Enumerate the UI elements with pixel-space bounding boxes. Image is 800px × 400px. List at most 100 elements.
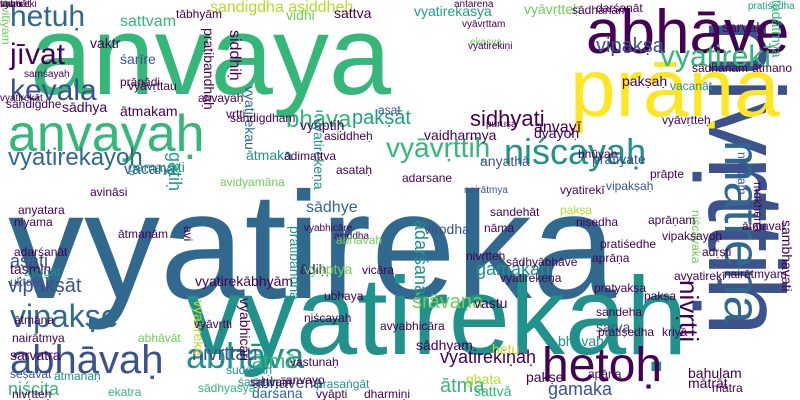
word-vyavrttau-115: vyāvṛttau (128, 79, 177, 93)
word-paksa-141: pakṣa (644, 289, 677, 303)
word-tadatmya-109: tadātmya (769, 0, 785, 58)
word-vipaksah-79: vipakṣaḥ (606, 179, 654, 193)
word-nivrttau-30: nivṛttau (192, 343, 258, 365)
word-sadhyam-151: sādhyam (416, 337, 473, 353)
word-atmano-175: ātmano (752, 61, 793, 75)
word-vaktr-97: vaktr (90, 35, 121, 51)
word-avidyamana-130: avidyamāna (220, 175, 285, 189)
word-matra-138: mātra (712, 381, 743, 395)
word-tasmin-56: tasmin (10, 261, 52, 277)
word-nivrtteh-166: nivṛtteḥ (466, 249, 506, 263)
word-vyaptya-94: vyāptya (304, 261, 353, 277)
word-nairatmyam-136: nairātmyam (724, 267, 787, 281)
word-asat-90: asat (378, 103, 401, 117)
word-uktah-57: uktaḥ (10, 275, 40, 289)
word-niscayah-160: niścayaḥ (304, 311, 352, 325)
word-anvayah-123: anvayaḥ (198, 91, 244, 105)
word-asiddheh-162: asiddheḥ (324, 129, 373, 143)
word-sidhyati-20: sidhyati (470, 106, 545, 131)
word-ayogat-103: ayogāt (24, 265, 61, 279)
word-ekatra-80: ekatra (108, 385, 142, 399)
word-hetu-44: hetu (492, 341, 520, 357)
word-vyatirekena-170: vyatirekeṇa (500, 271, 562, 285)
word-avi-68: avi (181, 226, 195, 242)
word-pratisedha-153: pratiṣedha (598, 325, 655, 339)
word-vyapti-161: vyāpti (316, 387, 348, 400)
word-adih-70: ādiḥ (300, 261, 327, 277)
word-adimattva-127: ādimattva (284, 149, 337, 163)
word-sattvam-159: sattvaṃ (250, 375, 293, 389)
word-vyatireki-11: vyatirekī (660, 40, 772, 73)
word-vyatirekayoh-21: vyatirekayoḥ (8, 144, 143, 171)
word-matrat-108: mātrāt (688, 375, 728, 391)
word-sattva-81: sattvā (474, 383, 512, 399)
word-avyatireki-148: avyatirekī (674, 269, 726, 283)
word-nisedha-174: niṣedha (576, 215, 619, 229)
word-vyatireki-146: vyatirekī (560, 183, 605, 197)
word-anvaya-1: anvaya (30, 0, 392, 118)
word-pakse-46: pakṣe (526, 369, 564, 385)
word-vyavrttih-17: vyāvṛttiḥ (386, 132, 491, 163)
word-sandeha-152: sandeha (596, 305, 643, 319)
word-vyaptih-86: vyāptiḥ (300, 117, 345, 133)
word-aprana-143: aprāṇa (592, 251, 630, 265)
word-abhava-16: abhāva (186, 335, 305, 376)
word-sadhanam-112: sādhanam (572, 3, 629, 17)
word-vyatireka-0: vyatireka (8, 161, 617, 331)
word-vipaksat-25: vipakṣāt (8, 275, 82, 297)
word-anvayo-168: anvayo (286, 373, 325, 387)
word-vyavrttam-114: vyāvṛttam (462, 19, 506, 30)
word-vyabhicare-164: vyabhicāre (304, 223, 353, 234)
word-saha-117: saha (0, 0, 22, 10)
word-niscayah-10: niścayaḥ (504, 131, 647, 172)
word-paksat-23: pakṣāt (352, 107, 411, 129)
word-pratisedhe-142: pratiśedhe (600, 237, 657, 251)
word-kriya-145: kriyā (662, 325, 688, 339)
word-abhave-5: abhāve (586, 0, 790, 67)
word-abhavah-8: abhāvaḥ (10, 338, 164, 382)
word-prana-4: prāṇa (570, 43, 780, 134)
word-atmaka-67: ātmaka (246, 147, 292, 163)
word-tasmat-176: tasmāt (0, 0, 31, 10)
word-ghata-45: ghaṭa (466, 371, 502, 387)
word-bhava-22: bhāva (286, 106, 352, 133)
word-vacana-62: vacana (124, 161, 176, 178)
word-vipaksayoh-147: vipakṣayoḥ (662, 229, 723, 243)
word-bhuyah-137: bhūyaḥ (578, 147, 618, 161)
word-vyatirekabhyam-29: vyatirekābhyām (195, 273, 294, 289)
word-sariram-60: śarīram (238, 375, 279, 389)
word-nivrttam-134: nivṛttam (735, 152, 749, 195)
word-adarsane-163: adarsane (402, 171, 453, 185)
word-darsana-53: darśana (252, 385, 303, 400)
word-vicara-157: vicāra (362, 263, 395, 277)
word-avyabhicara-158: avyabhicāra (380, 319, 445, 333)
word-vipaksa-24: vipakṣa (596, 35, 664, 57)
word-ekasya-91: ekasya (470, 37, 502, 48)
word-niyama-102: niyama (14, 215, 53, 229)
word-prapte-124: prāpte (650, 167, 685, 181)
word-atmavat-169: ātmavat (742, 219, 785, 233)
word-pranadi-118: prāṇādi (120, 75, 161, 89)
word-sandigdhe-100: sandigdhe (6, 97, 62, 111)
word-dharmini-155: dharmiṇi (364, 387, 411, 400)
word-vyavrtti-121: vyāvṛtti (194, 317, 233, 331)
word-pratyaksa-144: pratyakṣa (594, 281, 647, 295)
word-vyatirekini-116: vyatirekiṇi (468, 41, 513, 52)
word-sadhanam-41: sādhanam (692, 61, 749, 75)
word-sandigdham-65: sandigdham (230, 111, 296, 125)
word-siddhih-26: siddhiḥ (226, 30, 243, 81)
word-gamakah-31: gamakaḥ (476, 259, 551, 279)
word-anvayah-6: anvayaḥ (8, 105, 205, 163)
word-anvayi-50: anvayī (534, 119, 582, 136)
word-hetoh-7: hetoḥ (542, 339, 663, 392)
word-vidhi-95: vidhi (286, 7, 315, 23)
word-sarva-48: sarva (596, 319, 631, 335)
word-abhavena-52: abhāvena (252, 375, 323, 392)
word-sadhya-64: sādhya (62, 99, 108, 115)
word-bahulam-107: bahulam (688, 365, 742, 381)
word-jivat-13: jīvat (10, 38, 66, 71)
word-sarvatra-55: sarvatra (10, 347, 61, 363)
word-vastunah-129: vastunaḥ (290, 355, 339, 369)
word-sadhye-76: sādhye (306, 199, 358, 216)
word-sesavat-58: śeṣavat (10, 367, 52, 381)
